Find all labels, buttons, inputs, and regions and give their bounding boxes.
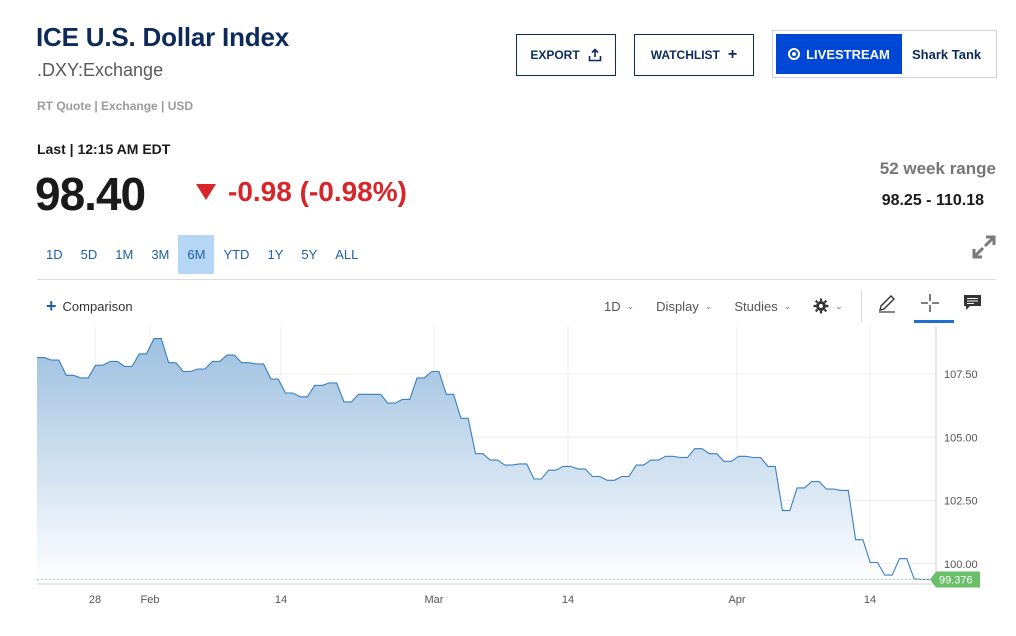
quote-source-info: RT Quote | Exchange | USD [37, 99, 194, 113]
live-show-link[interactable]: Shark Tank [912, 46, 982, 62]
x-tick-label: 14 [562, 594, 574, 606]
last-updated-label: Last | 12:15 AM EDT [37, 141, 171, 157]
chevron-down-icon: ⌄ [704, 300, 713, 311]
toolbar-separator [861, 290, 862, 322]
y-tick-label: 100.00 [944, 559, 978, 571]
watchlist-button[interactable]: WATCHLIST + [634, 34, 754, 76]
x-tick-label: 14 [864, 594, 876, 606]
livestream-button[interactable]: LIVESTREAM [776, 34, 902, 74]
interval-label: 1D [604, 298, 621, 314]
range-label: 52 week range [879, 159, 996, 178]
export-button[interactable]: EXPORT [516, 34, 616, 76]
period-selector: 1D 5D 1M 3M 6M YTD 1Y 5Y ALL [37, 235, 367, 274]
crosshair-active-indicator [914, 320, 954, 323]
chevron-down-icon: ⌄ [626, 300, 635, 311]
period-5d[interactable]: 5D [80, 247, 98, 262]
page-title: ICE U.S. Dollar Index [36, 22, 289, 52]
pencil-icon[interactable] [876, 292, 898, 314]
last-value-badge-shape [930, 571, 980, 588]
expand-icon[interactable] [970, 233, 998, 261]
x-tick-label: Mar [425, 594, 444, 606]
period-3m[interactable]: 3M [151, 247, 170, 262]
price-line [37, 338, 937, 581]
period-6m[interactable]: 6M [178, 235, 215, 274]
gear-icon [813, 298, 829, 314]
export-label: EXPORT [530, 48, 580, 62]
price-change: -0.98 (-0.98%) [196, 176, 407, 208]
studies-label: Studies [734, 298, 778, 314]
comparison-label: Comparison [62, 298, 133, 314]
chart-toolbar: 1D ⌄ Display ⌄ Studies ⌄ ⌄ [604, 291, 843, 321]
comment-icon[interactable] [962, 292, 984, 314]
y-tick-label: 102.50 [944, 496, 978, 508]
chevron-down-icon: ⌄ [835, 300, 843, 311]
plus-icon: + [46, 295, 57, 316]
down-arrow-icon [196, 184, 216, 200]
settings-dropdown[interactable]: ⌄ [813, 298, 843, 314]
period-1m[interactable]: 1M [115, 247, 134, 262]
period-1y[interactable]: 1Y [267, 247, 284, 262]
display-label: Display [656, 298, 699, 314]
x-tick-label: Feb [141, 594, 160, 606]
share-icon [588, 48, 601, 62]
price-area [37, 338, 936, 584]
x-tick-label: 28 [89, 594, 101, 606]
livestream-bar: LIVESTREAM Shark Tank [772, 30, 997, 78]
range-value: 98.25 - 110.18 [881, 192, 984, 209]
x-tick-label: Apr [728, 594, 745, 606]
period-ytd[interactable]: YTD [223, 247, 250, 262]
period-1d[interactable]: 1D [46, 247, 63, 262]
price-chart[interactable]: 28 Feb 14 Mar 14 Apr 14 107.50 105.00 102.50 100.… [0, 320, 1016, 610]
last-price: 98.40 [35, 168, 146, 220]
watchlist-label: WATCHLIST [650, 48, 720, 62]
chevron-down-icon: ⌄ [783, 300, 792, 311]
y-tick-label: 107.50 [944, 369, 978, 381]
livestream-label: LIVESTREAM [806, 46, 890, 62]
price-change-value: -0.98 (-0.98%) [228, 176, 407, 207]
last-value-badge: 99.376 [930, 571, 980, 588]
y-tick-label: 105.00 [944, 432, 978, 444]
live-icon [788, 48, 801, 60]
crosshair-icon[interactable] [919, 292, 941, 314]
display-dropdown[interactable]: Display ⌄ [656, 299, 712, 314]
header-divider [37, 279, 996, 280]
period-5y[interactable]: 5Y [301, 247, 318, 262]
comparison-button[interactable]: + Comparison [46, 291, 133, 321]
plus-icon: + [727, 46, 738, 63]
period-all[interactable]: ALL [335, 247, 359, 262]
interval-dropdown[interactable]: 1D ⌄ [604, 299, 634, 314]
last-value-label: 99.376 [939, 575, 973, 587]
symbol-label: .DXY:Exchange [37, 60, 164, 80]
x-tick-label: 14 [275, 594, 287, 606]
studies-dropdown[interactable]: Studies ⌄ [734, 299, 791, 314]
